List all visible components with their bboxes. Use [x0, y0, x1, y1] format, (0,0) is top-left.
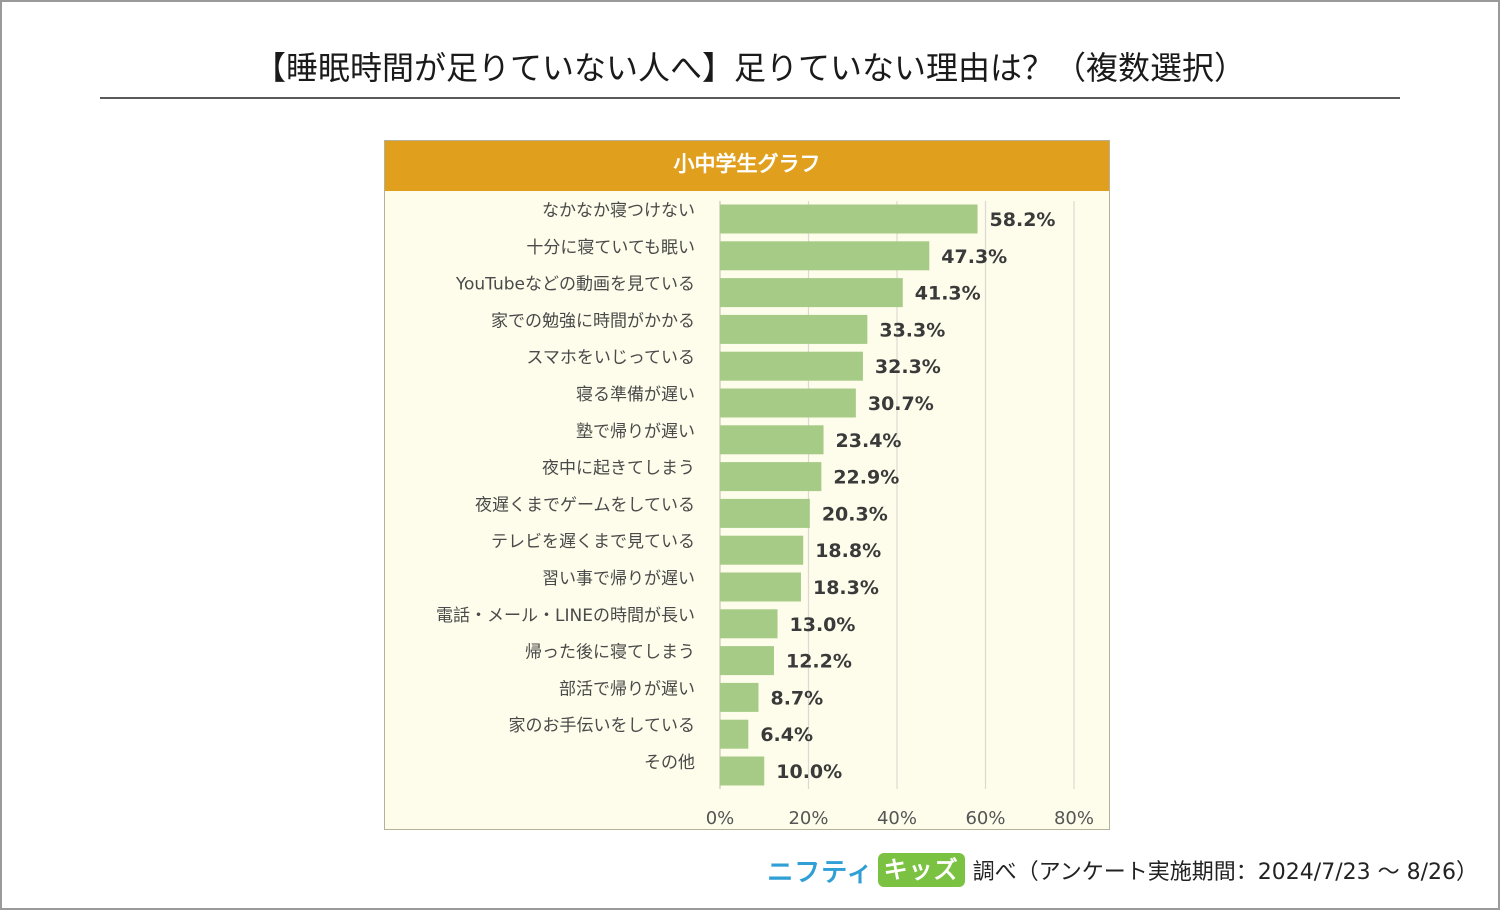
category-label: 帰った後に寝てしまう	[525, 642, 695, 663]
bar	[720, 535, 804, 565]
bar	[720, 425, 824, 455]
bar	[720, 756, 765, 786]
category-label: なかなか寝つけない	[542, 200, 695, 221]
bar	[720, 351, 863, 381]
value-label: 30.7%	[868, 393, 934, 415]
category-label: 夜中に起きてしまう	[542, 459, 695, 479]
category-label: スマホをいじっている	[526, 348, 695, 368]
chart-header: 小中学生グラフ	[385, 141, 1109, 191]
x-axis-ticks: 0% 20% 40% 60% 80%	[706, 808, 1094, 829]
survey-note: 調べ（アンケート実施期間：2024/7/23 ～ 8/26）	[972, 860, 1478, 885]
bar	[720, 682, 759, 712]
bar	[720, 462, 822, 492]
value-label: 32.3%	[875, 356, 941, 378]
category-label: 寝る準備が遅い	[576, 384, 695, 405]
value-label: 33.3%	[879, 319, 945, 341]
x-tick-label: 20%	[788, 808, 828, 829]
chart-panel: 小中学生グラフ なかなか寝つけない十分に寝ていても眠い YouTubeなどの動画を…	[384, 140, 1110, 830]
category-label: 部活で帰りが遅い	[559, 679, 695, 699]
bar	[720, 498, 810, 528]
category-label: 十分に寝ていても眠い	[526, 237, 695, 258]
x-tick-label: 80%	[1054, 808, 1094, 829]
value-label: 13.0%	[790, 614, 856, 636]
value-label: 23.4%	[836, 430, 902, 452]
x-tick-label: 40%	[877, 808, 917, 829]
page-title: 【睡眠時間が足りていない人へ】足りていない理由は？（複数選択）	[253, 49, 1246, 87]
brand-logo: ニフティ キッズ	[767, 852, 965, 889]
value-label: 6.4%	[760, 724, 813, 746]
category-label: 習い事で帰りが遅い	[542, 569, 695, 589]
value-label: 18.8%	[815, 540, 881, 562]
bar	[720, 241, 930, 271]
category-label: YouTubeなどの動画を見ている	[455, 275, 695, 295]
value-label: 8.7%	[770, 687, 823, 709]
value-label: 58.2%	[990, 209, 1056, 231]
category-label: 家での勉強に時間がかかる	[491, 311, 695, 331]
brand-logo-text: ニフティ	[767, 857, 874, 888]
category-label: テレビを遅くまで見ている	[491, 532, 695, 552]
bar	[720, 719, 749, 749]
value-label: 22.9%	[833, 467, 899, 489]
bar	[720, 314, 868, 344]
value-label: 41.3%	[915, 283, 981, 305]
value-label: 47.3%	[941, 246, 1007, 268]
value-label: 18.3%	[813, 577, 879, 599]
category-label: 塾で帰りが遅い	[576, 421, 695, 442]
value-label: 12.2%	[786, 651, 852, 673]
category-label: その他	[644, 753, 695, 773]
brand-logo-badge: キッズ	[877, 853, 965, 887]
value-labels: 58.2% 47.3% 41.3% 33.3% 32.3% 30.7% 23.4% 22.9%…	[760, 209, 1055, 783]
value-label: 20.3%	[822, 503, 888, 525]
category-label: 電話・メール・LINEの時間が長い	[436, 606, 695, 626]
x-tick-label: 60%	[965, 808, 1005, 829]
bars	[720, 204, 978, 786]
category-label: 家のお手伝いをしている	[509, 716, 696, 736]
category-label: 夜遅くまでゲームをしている	[475, 495, 695, 515]
bar	[720, 609, 778, 639]
title-divider	[100, 97, 1400, 99]
x-tick-label: 0%	[706, 808, 735, 829]
bar	[720, 204, 978, 234]
bar	[720, 646, 774, 676]
bar	[720, 388, 856, 418]
value-label: 10.0%	[776, 761, 842, 783]
footer: ニフティ キッズ 調べ（アンケート実施期間：2024/7/23 ～ 8/26）	[767, 850, 1478, 890]
bar	[720, 278, 903, 308]
bar	[720, 572, 801, 602]
